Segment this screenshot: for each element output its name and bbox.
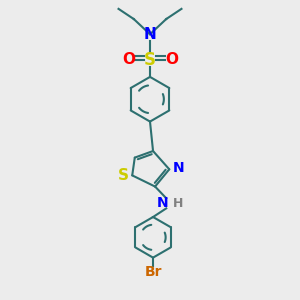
Text: O: O bbox=[165, 52, 178, 67]
Text: O: O bbox=[122, 52, 135, 67]
Text: N: N bbox=[157, 196, 168, 210]
Text: N: N bbox=[144, 27, 156, 42]
Text: Br: Br bbox=[144, 265, 162, 279]
Text: S: S bbox=[144, 51, 156, 69]
Text: S: S bbox=[118, 168, 129, 183]
Text: H: H bbox=[173, 197, 184, 210]
Text: N: N bbox=[172, 161, 184, 175]
